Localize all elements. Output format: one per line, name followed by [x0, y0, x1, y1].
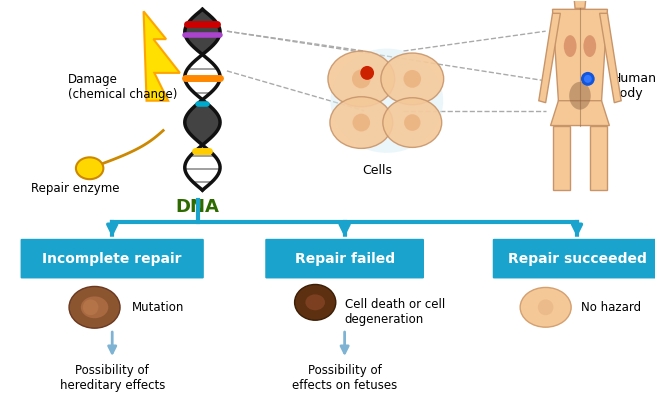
Text: No hazard: No hazard [581, 301, 641, 314]
FancyBboxPatch shape [264, 238, 425, 279]
Polygon shape [574, 0, 586, 8]
Ellipse shape [520, 288, 571, 327]
Text: Repair failed: Repair failed [295, 252, 395, 266]
Text: Possibility of
effects on fetuses: Possibility of effects on fetuses [292, 364, 398, 392]
Text: Possibility of
hereditary effects: Possibility of hereditary effects [59, 364, 165, 392]
Text: Repair succeeded: Repair succeeded [508, 252, 646, 266]
Ellipse shape [76, 157, 103, 179]
Ellipse shape [330, 49, 443, 153]
Circle shape [404, 114, 420, 131]
Polygon shape [550, 101, 610, 126]
Text: Damage
(chemical change): Damage (chemical change) [68, 73, 177, 101]
Circle shape [581, 72, 595, 86]
Ellipse shape [328, 51, 395, 107]
Text: Human
Body: Human Body [612, 72, 656, 100]
Text: DNA: DNA [175, 198, 219, 216]
FancyBboxPatch shape [492, 238, 662, 279]
Ellipse shape [569, 82, 591, 110]
Text: Incomplete repair: Incomplete repair [43, 252, 182, 266]
Circle shape [404, 70, 421, 88]
Ellipse shape [69, 286, 120, 328]
Text: Cells: Cells [362, 164, 392, 177]
Ellipse shape [295, 284, 336, 320]
Polygon shape [552, 9, 608, 101]
Circle shape [352, 69, 371, 88]
Polygon shape [552, 126, 570, 190]
Text: Cell death or cell
degeneration: Cell death or cell degeneration [345, 298, 445, 326]
Circle shape [360, 66, 374, 80]
Ellipse shape [330, 97, 393, 148]
Polygon shape [600, 13, 621, 103]
Polygon shape [539, 13, 560, 103]
Circle shape [352, 114, 370, 131]
Ellipse shape [381, 53, 444, 105]
Polygon shape [590, 126, 608, 190]
Ellipse shape [81, 296, 108, 318]
FancyBboxPatch shape [19, 238, 205, 279]
Text: Mutation: Mutation [132, 301, 184, 314]
Ellipse shape [564, 35, 576, 57]
Text: Repair enzyme: Repair enzyme [31, 182, 119, 194]
Circle shape [584, 75, 592, 83]
Polygon shape [143, 11, 180, 101]
Ellipse shape [305, 295, 325, 310]
Ellipse shape [383, 98, 442, 147]
Ellipse shape [584, 35, 596, 57]
Circle shape [538, 300, 554, 315]
Circle shape [83, 300, 99, 315]
